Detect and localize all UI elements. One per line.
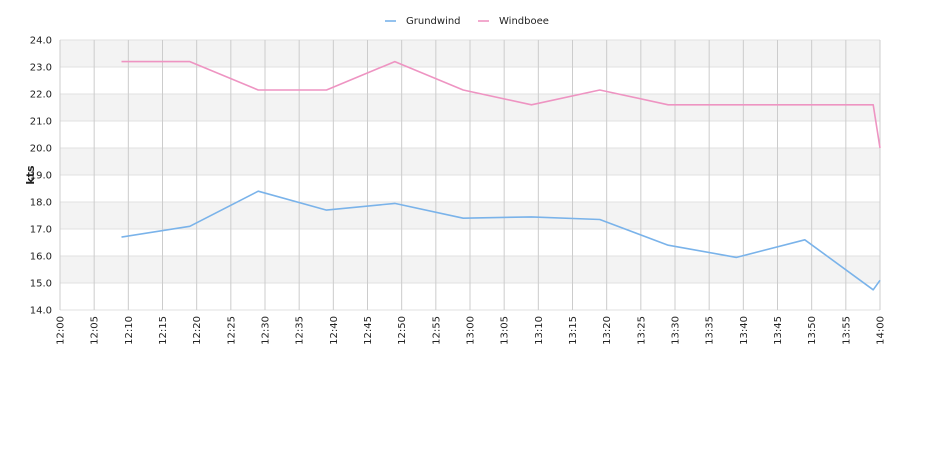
x-tick-label: 12:10 [124,316,135,345]
y-axis-ticks: 14.0 15.0 16.0 17.0 18.0 19.0 20.0 21.0 22.0 23.0… [30,36,52,317]
legend-label: Grundwind [406,16,461,27]
y-tick-label: 20.0 [30,144,52,155]
y-tick-label: 19.0 [30,171,52,182]
y-tick-label: 14.0 [30,306,52,317]
x-tick-label: 12:55 [431,316,442,345]
x-axis-ticks: 12:00 12:05 12:10 12:15 12:20 12:25 12:30 12:35… [56,316,887,345]
x-tick-label: 13:25 [636,316,647,345]
x-tick-label: 12:05 [90,316,101,345]
x-tick-label: 12:50 [397,316,408,345]
y-tick-label: 18.0 [30,198,52,209]
x-tick-label: 13:30 [671,316,682,345]
x-tick-label: 13:05 [500,316,511,345]
y-axis-label: kts [24,165,37,185]
x-tick-label: 12:40 [329,316,340,345]
x-tick-label: 13:55 [841,316,852,345]
legend: Grundwind Windboee [385,16,549,27]
x-tick-label: 13:20 [602,316,613,345]
y-tick-label: 22.0 [30,90,52,101]
x-tick-label: 12:15 [158,316,169,345]
x-tick-label: 12:20 [192,316,203,345]
x-tick-label: 13:10 [534,316,545,345]
y-tick-label: 15.0 [30,279,52,290]
y-tick-label: 16.0 [30,252,52,263]
y-tick-label: 23.0 [30,63,52,74]
grid-lines [59,39,881,311]
x-tick-label: 13:00 [466,316,477,345]
x-tick-label: 13:45 [773,316,784,345]
series-line-grundwind [121,190,881,291]
legend-label: Windboee [499,16,549,27]
y-tick-label: 24.0 [30,36,52,47]
x-tick-label: 12:45 [363,316,374,345]
y-tick-label: 17.0 [30,225,52,236]
x-tick-label: 12:00 [56,316,67,345]
x-tick-label: 13:50 [807,316,818,345]
x-tick-label: 12:25 [226,316,237,345]
x-tick-label: 12:35 [295,316,306,345]
x-tick-label: 12:30 [261,316,272,345]
series-lines [121,60,881,291]
series-line-windboee [121,60,881,149]
x-tick-label: 14:00 [876,316,887,345]
x-tick-label: 13:35 [705,316,716,345]
y-tick-label: 21.0 [30,117,52,128]
x-tick-label: 13:40 [739,316,750,345]
x-tick-label: 13:15 [568,316,579,345]
